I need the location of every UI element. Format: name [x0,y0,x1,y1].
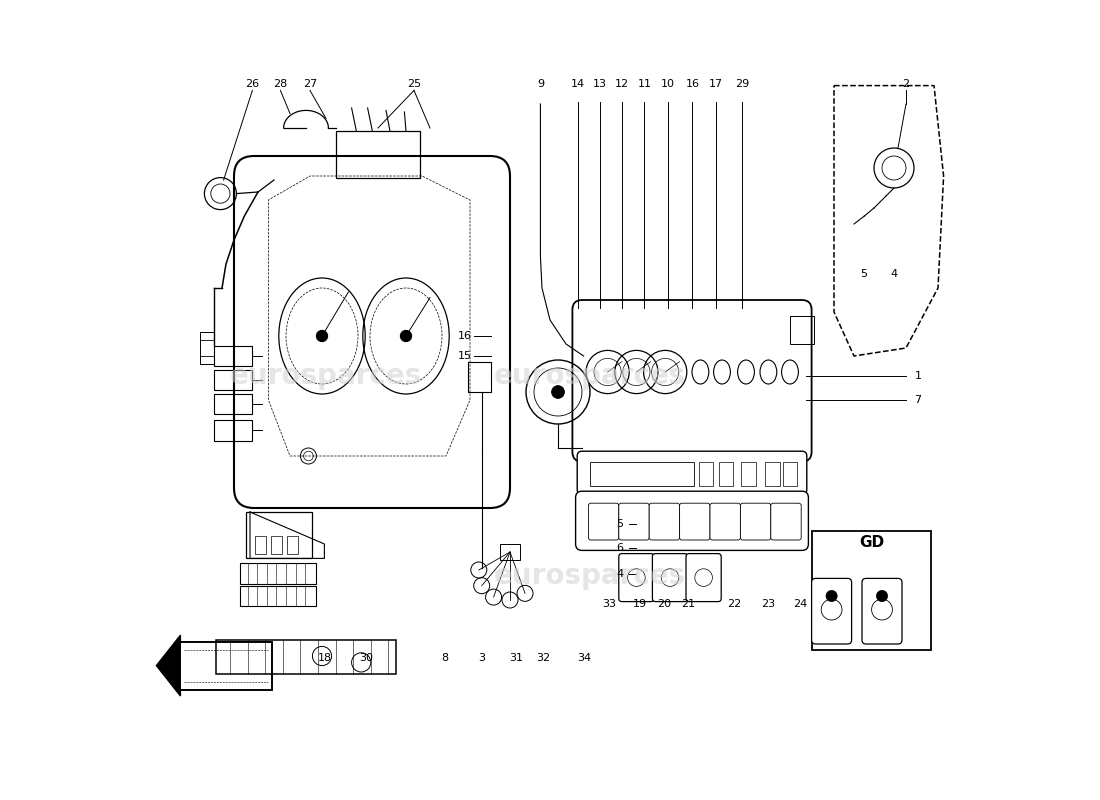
FancyBboxPatch shape [234,156,510,508]
Bar [199,332,214,364]
FancyBboxPatch shape [771,503,801,540]
Text: 24: 24 [793,599,807,609]
FancyBboxPatch shape [710,503,740,540]
Bar [214,370,252,390]
FancyBboxPatch shape [740,503,771,540]
Text: 23: 23 [761,599,776,609]
Text: 26: 26 [245,79,260,89]
Text: 28: 28 [273,79,287,89]
Text: 11: 11 [637,79,651,89]
Bar [766,462,780,486]
Bar [741,462,756,486]
Text: 17: 17 [708,79,723,89]
Text: 7: 7 [914,395,922,405]
Text: 8: 8 [441,653,448,662]
Bar [240,586,316,606]
Bar [271,536,282,554]
Text: 12: 12 [615,79,629,89]
Bar [469,362,491,392]
Text: 15: 15 [458,351,472,361]
Circle shape [877,590,888,602]
FancyBboxPatch shape [649,503,680,540]
Text: 31: 31 [509,653,524,662]
Text: eurosparces: eurosparces [230,362,422,390]
Text: 29: 29 [735,79,749,89]
Bar [214,394,252,414]
FancyBboxPatch shape [578,451,806,494]
Bar [790,316,814,344]
Text: 20: 20 [658,599,671,609]
FancyBboxPatch shape [652,554,688,602]
FancyBboxPatch shape [680,503,710,540]
Circle shape [551,386,564,398]
FancyBboxPatch shape [619,554,654,602]
Text: 14: 14 [571,79,585,89]
Text: 19: 19 [632,599,647,609]
Text: 25: 25 [407,79,421,89]
Text: 34: 34 [578,653,592,662]
FancyBboxPatch shape [575,491,808,550]
Text: 4: 4 [616,570,624,579]
Circle shape [317,330,328,342]
Bar [698,462,713,486]
Bar [214,420,252,441]
Text: 30: 30 [359,653,373,662]
Bar [783,462,798,486]
Bar [180,642,273,690]
Bar [240,563,316,584]
Text: 13: 13 [593,79,606,89]
Text: 1: 1 [914,371,922,381]
Bar [246,512,311,558]
Text: 2: 2 [902,79,910,89]
FancyBboxPatch shape [588,503,619,540]
FancyBboxPatch shape [686,554,722,602]
Text: 6: 6 [616,543,623,553]
Text: 5: 5 [616,519,623,529]
Text: GD: GD [859,535,884,550]
Text: 16: 16 [458,331,472,341]
Text: eurosparces: eurosparces [494,362,686,390]
Text: 9: 9 [537,79,544,89]
Bar [718,462,734,486]
Bar [590,462,694,486]
FancyBboxPatch shape [572,300,812,462]
FancyBboxPatch shape [619,503,649,540]
Text: 22: 22 [727,599,741,609]
Circle shape [826,590,837,602]
Text: 16: 16 [685,79,700,89]
Text: 27: 27 [302,79,317,89]
Bar [336,131,419,178]
Bar [180,642,273,690]
Polygon shape [156,635,180,696]
Bar [216,640,396,674]
Bar [500,544,520,560]
Text: 32: 32 [537,653,551,662]
FancyBboxPatch shape [862,578,902,644]
Text: eurosparces: eurosparces [494,562,686,590]
Bar [287,536,298,554]
Text: 21: 21 [681,599,695,609]
Bar [255,536,266,554]
Circle shape [400,330,411,342]
Text: 10: 10 [661,79,674,89]
Bar [813,531,931,650]
Text: 33: 33 [602,599,616,609]
Text: 3: 3 [478,653,485,662]
Text: 4: 4 [890,269,898,278]
Text: 5: 5 [860,269,867,278]
Bar [214,346,252,366]
FancyBboxPatch shape [812,578,851,644]
Text: 18: 18 [317,653,331,662]
